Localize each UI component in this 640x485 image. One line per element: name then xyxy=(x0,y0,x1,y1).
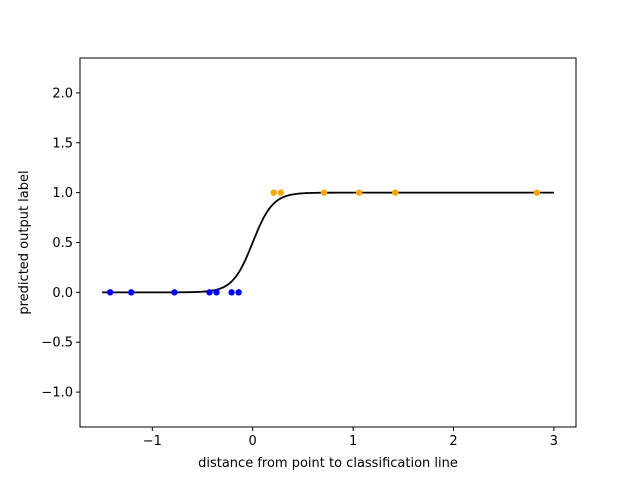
plot-area xyxy=(80,58,576,427)
x-tick-label: −1 xyxy=(143,434,162,449)
data-point-series-1 xyxy=(270,189,277,196)
y-tick-label: −1.0 xyxy=(41,386,73,401)
x-tick-label: 2 xyxy=(449,434,457,449)
x-tick-label: 0 xyxy=(249,434,257,449)
x-tick-label: 3 xyxy=(550,434,558,449)
data-point-series-0 xyxy=(128,289,135,296)
y-tick-label: 0.0 xyxy=(52,286,73,301)
data-point-series-0 xyxy=(171,289,178,296)
x-axis-label: distance from point to classification li… xyxy=(198,456,458,471)
y-tick-label: 1.5 xyxy=(52,136,73,151)
data-point-series-0 xyxy=(235,289,242,296)
y-tick-label: −0.5 xyxy=(41,336,73,351)
data-point-series-1 xyxy=(277,189,285,196)
data-point-series-0 xyxy=(213,289,220,296)
x-tick-label: 1 xyxy=(349,434,357,449)
data-point-series-1 xyxy=(320,189,328,196)
data-point-series-0 xyxy=(206,289,213,296)
y-tick-label: 2.0 xyxy=(52,86,73,101)
data-point-series-1 xyxy=(533,189,541,196)
y-axis-label: predicted output label xyxy=(17,170,32,314)
y-tick-label: 1.0 xyxy=(52,186,73,201)
y-tick-label: 0.5 xyxy=(52,236,73,251)
data-point-series-1 xyxy=(392,189,399,196)
data-point-series-0 xyxy=(106,289,114,296)
data-point-series-1 xyxy=(355,189,363,196)
data-point-series-0 xyxy=(228,289,235,296)
